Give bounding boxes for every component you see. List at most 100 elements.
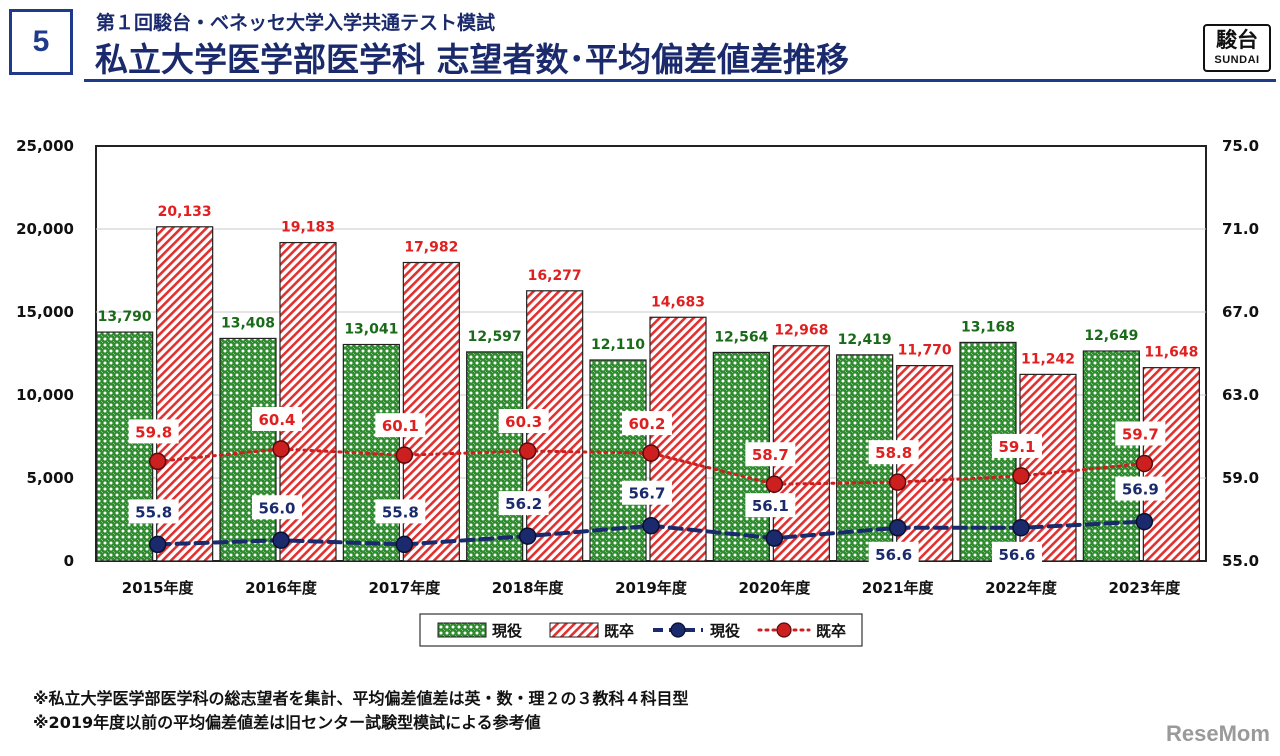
legend-label-kisotsu-line: 既卒 [816,622,846,640]
kisotsu-line-label: 60.1 [382,417,419,435]
kisotsu-line-label-bg [498,409,549,434]
genyaku-line-label-bg [1115,476,1166,501]
x-tick-label: 2016年度 [245,579,318,597]
resemom-watermark: ReseMom [1166,721,1270,746]
bar-kisotsu [1019,373,1077,562]
bar-kisotsu [649,316,707,562]
genyaku-line-label: 56.0 [258,499,295,517]
kisotsu-line-label-bg [868,440,919,465]
genyaku-marker [395,535,414,554]
legend-label-kisotsu-bar: 既卒 [604,622,634,640]
bar-genyaku [96,331,154,562]
kisotsu-line [156,447,1146,486]
page-subtitle: 第１回駿台・ベネッセ大学入学共通テスト模試 [96,12,496,34]
bar-genyaku-label: 13,790 [98,309,152,325]
bar-genyaku-label: 13,168 [961,319,1015,335]
genyaku-line-label: 56.6 [875,546,912,564]
genyaku-line-label-bg [992,541,1042,566]
y-right-tick-label: 75.0 [1222,137,1259,155]
genyaku-line-label-bg [745,493,796,518]
kisotsu-marker [642,444,660,462]
y-right-tick-label: 63.0 [1222,386,1259,404]
bar-genyaku-label: 12,597 [468,329,522,345]
genyaku-marker [1012,519,1030,537]
kisotsu-marker [888,473,907,491]
bar-kisotsu-label: 12,968 [774,323,828,339]
legend-label-genyaku-line: 現役 [710,622,740,640]
y-left-tick-label: 15,000 [16,303,74,321]
bar-genyaku [219,337,277,562]
genyaku-line-label-bg [128,499,179,524]
kisotsu-line-label: 59.7 [1122,425,1159,443]
bar-genyaku-label: 13,408 [221,315,275,331]
kisotsu-marker [395,446,414,464]
bar-kisotsu-label: 11,770 [898,343,952,359]
genyaku-marker [765,529,784,547]
sundai-logo: 駿台 SUNDAI [1203,24,1271,72]
y-left-tick-label: 20,000 [16,220,74,238]
kisotsu-line-label: 59.8 [135,423,172,441]
title-underline [84,79,1276,82]
bar-kisotsu-label: 16,277 [528,268,582,284]
footnote-1: ※私立大学医学部医学科の総志望者を集計、平均偏差値差は英・数・理２の３教科４科目… [33,689,689,708]
kisotsu-line-label-bg [745,442,796,467]
bar-genyaku-label: 12,110 [591,337,645,353]
y-left-tick-label: 0 [64,552,74,570]
genyaku-line-label: 55.8 [135,503,172,521]
y-left-tick-label: 10,000 [16,386,74,404]
bar-genyaku-label: 12,564 [714,329,768,345]
x-tick-label: 2018年度 [492,579,565,597]
genyaku-marker [1135,512,1154,531]
y-left-tick-label: 5,000 [27,469,74,487]
legend-marker-genyaku [670,622,686,638]
legend-label-genyaku-bar: 現役 [492,622,522,640]
x-tick-label: 2023年度 [1108,579,1181,597]
bar-genyaku-label: 12,649 [1084,328,1138,344]
legend-marker-kisotsu [776,622,792,638]
page-title: 私立大学医学部医学科 志望者数･平均偏差値差推移 [95,40,849,79]
genyaku-line-label: 56.1 [752,497,789,515]
kisotsu-line-label: 60.3 [505,413,542,431]
kisotsu-line-label-bg [622,411,672,436]
x-tick-label: 2017年度 [368,579,441,597]
y-right-tick-label: 59.0 [1222,469,1259,487]
genyaku-line-label: 56.6 [998,546,1035,564]
x-tick-label: 2015年度 [122,579,195,597]
footnote-2: ※2019年度以前の平均偏差値差は旧センター試験型模試による参考値 [33,713,541,732]
genyaku-line-label: 56.2 [505,495,542,513]
bar-kisotsu-label: 19,183 [281,220,335,236]
x-tick-label: 2022年度 [985,579,1058,597]
bar-kisotsu-label: 17,982 [404,239,458,255]
bar-kisotsu-label: 11,242 [1021,351,1075,367]
kisotsu-line-label-bg [992,433,1042,458]
bar-kisotsu-label: 14,683 [651,294,705,310]
genyaku-marker [518,527,537,545]
bar-genyaku [1082,350,1140,562]
bar-genyaku [466,351,524,562]
kisotsu-marker [765,475,784,493]
y-right-tick-label: 55.0 [1222,552,1259,570]
slide-number: 5 [9,9,73,75]
genyaku-line-label: 56.9 [1122,481,1159,499]
genyaku-marker [642,516,660,535]
x-tick-label: 2019年度 [615,579,688,597]
kisotsu-line-label: 58.7 [752,446,789,464]
logo-latin: SUNDAI [1214,54,1260,66]
kisotsu-line-label: 59.1 [998,438,1035,456]
genyaku-marker [148,535,167,554]
genyaku-marker [272,531,290,549]
genyaku-line-label-bg [252,495,302,520]
kisotsu-line-label: 60.2 [628,415,665,433]
bar-kisotsu-label: 11,648 [1144,345,1198,361]
x-tick-label: 2020年度 [738,579,811,597]
kisotsu-line-label: 58.8 [875,444,912,462]
legend-swatch-genyaku-bar [437,622,487,638]
kisotsu-line-label-bg [128,419,179,444]
y-right-tick-label: 71.0 [1222,220,1259,238]
genyaku-line-label-bg [375,499,426,524]
kisotsu-line-label-bg [1115,421,1166,446]
kisotsu-line-label: 60.4 [258,411,295,429]
logo-kanji: 駿台 [1216,28,1258,52]
genyaku-marker [888,519,907,537]
